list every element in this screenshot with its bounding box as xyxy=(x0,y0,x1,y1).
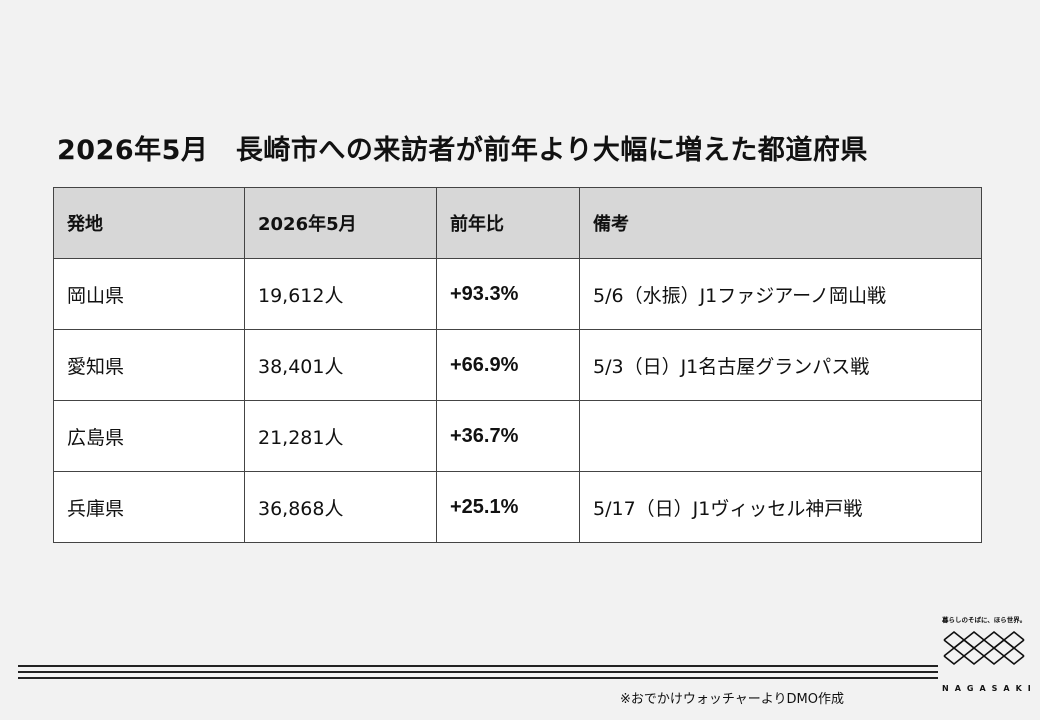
cell-yoy: +93.3% xyxy=(436,258,580,330)
visitor-table: 発地 2026年5月 前年比 備考 岡山県 19,612人 +93.3% 5/6… xyxy=(53,187,982,543)
source-credit: ※おでかけウォッチャーよりDMO作成 xyxy=(620,692,844,707)
nagasaki-logo: 暮らしのそばに、ほら世界。 NAGASAKI xyxy=(942,614,1031,694)
cell-note xyxy=(579,400,982,472)
page-title: 2026年5月 長崎市への来訪者が前年より大幅に増えた都道府県 xyxy=(57,135,868,166)
logo-tagline: 暮らしのそばに、ほら世界。 xyxy=(942,616,1027,624)
diamond-lattice-icon xyxy=(943,630,1025,666)
cell-origin: 兵庫県 xyxy=(53,471,245,543)
cell-visitors: 38,401人 xyxy=(244,329,437,401)
cell-yoy: +66.9% xyxy=(436,329,580,401)
cell-origin: 広島県 xyxy=(53,400,245,472)
cell-origin: 岡山県 xyxy=(53,258,245,330)
table-row: 岡山県 19,612人 +93.3% 5/6（水振）J1ファジアーノ岡山戦 xyxy=(53,258,982,330)
divider xyxy=(18,677,938,679)
header-origin: 発地 xyxy=(53,187,245,259)
cell-note: 5/3（日）J1名古屋グランパス戦 xyxy=(579,329,982,401)
header-visitors: 2026年5月 xyxy=(244,187,437,259)
table-row: 広島県 21,281人 +36.7% xyxy=(53,400,982,472)
divider xyxy=(18,665,938,667)
cell-note: 5/17（日）J1ヴィッセル神戸戦 xyxy=(579,471,982,543)
divider xyxy=(18,671,938,673)
table-row: 兵庫県 36,868人 +25.1% 5/17（日）J1ヴィッセル神戸戦 xyxy=(53,471,982,543)
cell-visitors: 19,612人 xyxy=(244,258,437,330)
header-yoy: 前年比 xyxy=(436,187,580,259)
cell-note: 5/6（水振）J1ファジアーノ岡山戦 xyxy=(579,258,982,330)
cell-yoy: +36.7% xyxy=(436,400,580,472)
table-header-row: 発地 2026年5月 前年比 備考 xyxy=(53,187,982,259)
logo-wordmark: NAGASAKI xyxy=(942,684,1037,693)
cell-visitors: 36,868人 xyxy=(244,471,437,543)
cell-origin: 愛知県 xyxy=(53,329,245,401)
cell-yoy: +25.1% xyxy=(436,471,580,543)
cell-visitors: 21,281人 xyxy=(244,400,437,472)
table-row: 愛知県 38,401人 +66.9% 5/3（日）J1名古屋グランパス戦 xyxy=(53,329,982,401)
header-note: 備考 xyxy=(579,187,982,259)
footer-rules xyxy=(18,665,938,683)
